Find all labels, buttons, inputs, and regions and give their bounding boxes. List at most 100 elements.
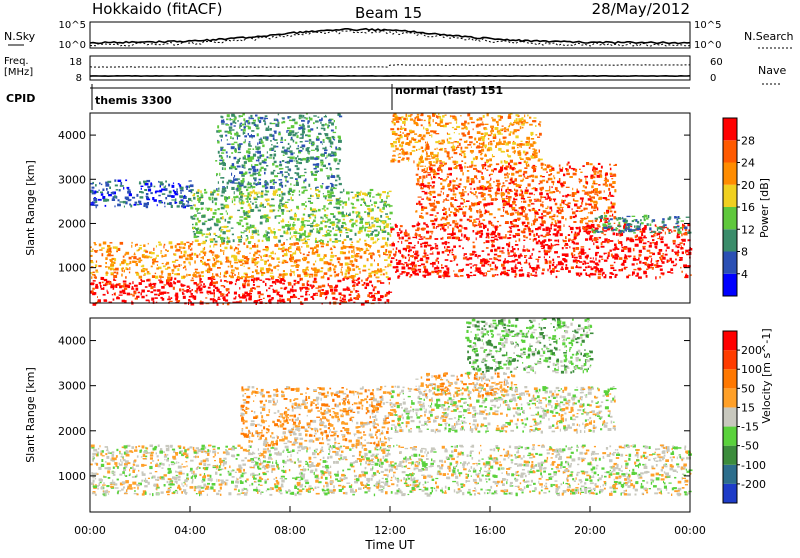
power-cell xyxy=(241,276,245,278)
power-cell xyxy=(299,125,302,127)
power-cell xyxy=(210,208,212,211)
power-cell xyxy=(511,173,514,176)
power-cell xyxy=(500,215,504,217)
power-cell xyxy=(350,291,353,293)
power-cell xyxy=(435,243,437,244)
power-cell xyxy=(486,247,489,249)
power-cell xyxy=(361,227,364,229)
power-cell xyxy=(122,267,124,269)
power-cell xyxy=(125,276,127,279)
power-cell xyxy=(462,226,463,229)
power-cell xyxy=(315,224,319,226)
power-cell xyxy=(130,205,132,208)
power-cell xyxy=(599,173,602,174)
power-cell xyxy=(263,298,265,299)
power-cell xyxy=(551,186,553,187)
power-cell xyxy=(442,237,443,240)
power-cell xyxy=(653,234,656,236)
power-cell xyxy=(445,259,449,261)
power-cell xyxy=(448,276,451,278)
power-cell xyxy=(324,133,327,134)
power-cell xyxy=(220,230,222,232)
power-cell xyxy=(669,229,672,231)
power-cell xyxy=(452,228,454,231)
power-cell xyxy=(374,201,377,204)
power-cell xyxy=(231,146,235,149)
power-cell xyxy=(217,193,220,195)
power-cell xyxy=(375,241,376,244)
power-cell xyxy=(512,167,515,170)
power-cell xyxy=(196,272,200,274)
power-cell xyxy=(335,180,337,182)
power-cell xyxy=(326,137,327,139)
power-cell xyxy=(354,288,355,291)
power-cell xyxy=(197,284,199,286)
power-cell xyxy=(597,226,600,228)
power-cell xyxy=(585,203,586,206)
power-cell xyxy=(490,264,492,267)
power-cell xyxy=(335,126,336,129)
power-cell xyxy=(548,178,550,181)
power-cell xyxy=(310,128,313,130)
power-cell xyxy=(224,168,226,171)
power-cell xyxy=(164,202,165,204)
power-cell xyxy=(416,174,419,176)
power-cell xyxy=(201,208,204,210)
power-cell xyxy=(460,219,463,220)
power-cell xyxy=(600,269,603,271)
power-cell xyxy=(286,130,287,133)
power-cell xyxy=(415,233,418,236)
power-cell xyxy=(194,233,196,236)
power-cell xyxy=(453,206,454,208)
power-cell xyxy=(318,117,320,118)
power-cell xyxy=(523,171,527,174)
power-cell xyxy=(226,281,228,283)
power-cell xyxy=(291,125,295,128)
power-cell xyxy=(328,120,332,122)
power-cell xyxy=(677,244,680,246)
power-cell xyxy=(432,208,436,211)
power-cell xyxy=(334,247,336,249)
power-cell xyxy=(171,199,175,200)
power-cell xyxy=(533,239,534,242)
power-cell xyxy=(147,290,150,292)
power-cell xyxy=(120,182,122,185)
power-cell xyxy=(330,275,333,277)
power-cell xyxy=(267,260,269,262)
power-cell xyxy=(438,167,441,170)
power-cell xyxy=(425,166,426,167)
power-cell xyxy=(264,168,267,171)
power-cell xyxy=(610,168,612,171)
power-cell xyxy=(657,238,661,239)
power-cell xyxy=(331,151,333,154)
power-cell xyxy=(123,281,127,283)
power-cell xyxy=(329,202,332,204)
power-cell xyxy=(141,296,144,299)
power-cell xyxy=(206,207,207,209)
power-cell xyxy=(463,199,465,201)
power-cell xyxy=(307,261,310,263)
power-cell xyxy=(317,127,319,129)
power-cell xyxy=(227,182,229,185)
power-cell xyxy=(208,219,211,221)
power-cell xyxy=(536,241,539,244)
nave-label: Nave xyxy=(758,64,786,77)
power-cell xyxy=(433,196,436,198)
power-cell xyxy=(573,260,576,263)
power-cell xyxy=(264,123,266,126)
power-cell xyxy=(481,192,484,193)
power-cell xyxy=(159,244,162,246)
power-cell xyxy=(286,250,287,253)
power-cell xyxy=(391,231,393,233)
power-cell xyxy=(657,233,660,235)
power-cell xyxy=(443,229,445,232)
power-cell xyxy=(644,257,648,260)
power-cell xyxy=(253,177,257,179)
power-cell xyxy=(98,199,102,201)
power-cell xyxy=(290,261,293,263)
power-cell xyxy=(514,267,517,269)
power-cell xyxy=(265,118,268,119)
power-cell xyxy=(133,256,136,259)
power-cell xyxy=(287,228,290,231)
power-cell xyxy=(169,202,172,205)
